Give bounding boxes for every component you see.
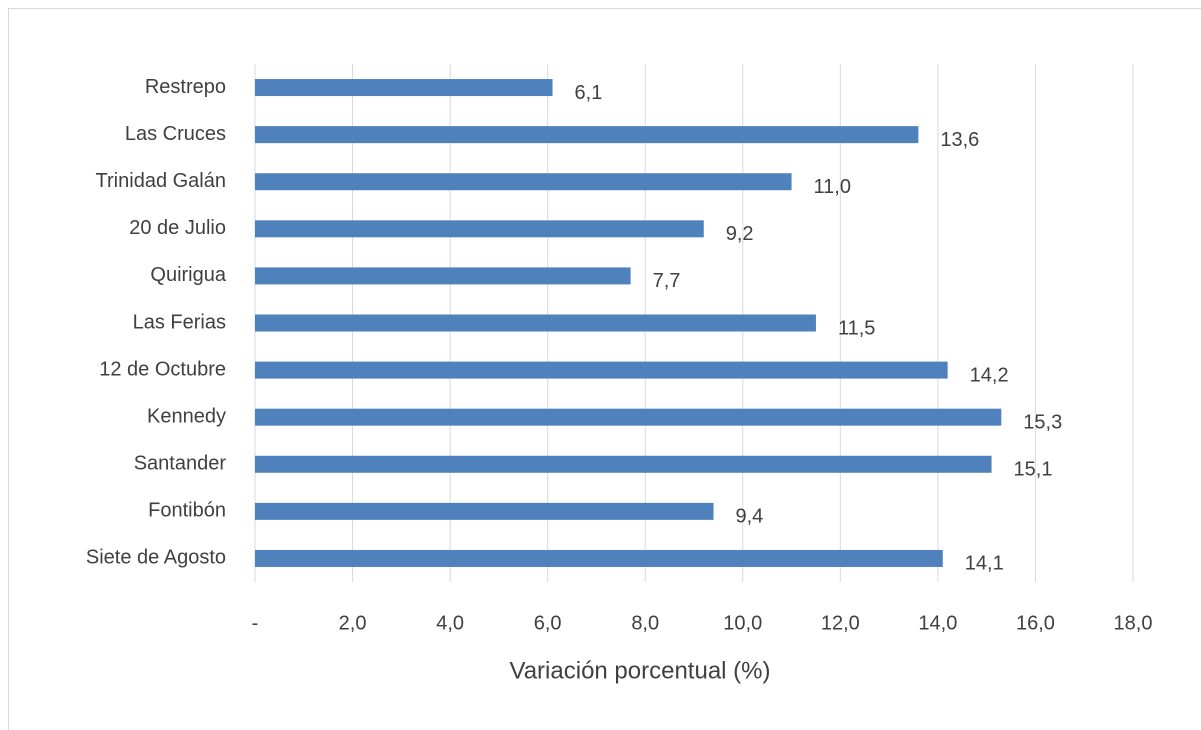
y-tick-label: Santander [134,453,227,475]
y-tick-label: 20 de Julio [129,217,226,239]
x-tick-label: - [252,612,259,634]
x-tick-label: 14,0 [918,612,957,634]
value-label: 14,2 [970,364,1009,386]
y-tick-label: Las Cruces [125,123,226,145]
x-tick-label: 16,0 [1016,612,1055,634]
y-tick-label: Trinidad Galán [96,170,226,192]
bar [255,408,1002,426]
bar [255,267,631,285]
x-tick-label: 4,0 [436,612,464,634]
y-tick-label: Quirigua [150,264,226,286]
value-label: 9,4 [736,506,764,528]
bar [255,455,992,473]
y-tick-label: Restrepo [145,76,226,98]
bar [255,220,704,238]
x-tick-label: 10,0 [723,612,762,634]
value-label: 7,7 [653,270,681,292]
x-tick-label: 2,0 [339,612,367,634]
value-label: 6,1 [575,82,603,104]
x-axis-title: Variación porcentual (%) [509,657,770,684]
bar [255,502,714,520]
value-label: 11,5 [838,317,875,339]
value-label: 9,2 [726,223,754,245]
y-tick-label: Fontibón [148,500,226,522]
value-label: 11,0 [814,176,851,198]
y-tick-label: Siete de Agosto [86,547,226,569]
x-tick-label: 8,0 [631,612,659,634]
bar [255,549,943,567]
value-label: 13,6 [940,129,979,151]
value-label: 15,3 [1023,411,1062,433]
bar [255,361,948,379]
y-tick-label: 12 de Octubre [99,358,226,380]
bar [255,79,553,97]
y-tick-label: Las Ferias [133,311,226,333]
y-tick-label: Kennedy [147,405,226,427]
value-label: 14,1 [965,553,1004,575]
value-label: 15,1 [1014,459,1053,481]
chart-border [8,8,1201,730]
bar [255,126,919,144]
x-tick-label: 12,0 [821,612,860,634]
bar [255,173,792,191]
x-tick-label: 18,0 [1114,612,1153,634]
x-tick-label: 6,0 [534,612,562,634]
bar [255,314,816,332]
